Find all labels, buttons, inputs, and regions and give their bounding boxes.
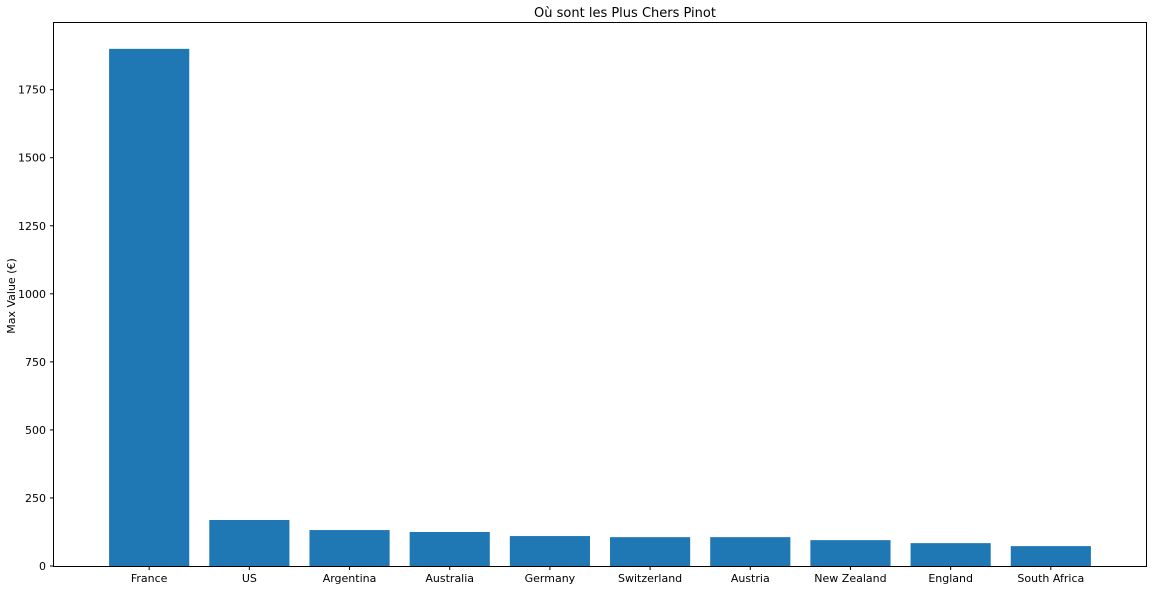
y-tick-label: 0 <box>39 560 46 573</box>
x-tick-label: Argentina <box>323 572 377 585</box>
bar-france <box>109 48 190 567</box>
x-tick-label: France <box>131 572 168 585</box>
x-tick-label: Australia <box>425 572 474 585</box>
bar-switzerland <box>610 537 691 566</box>
x-tick-label: New Zealand <box>814 572 886 585</box>
y-tick-label: 750 <box>25 356 46 369</box>
y-tick-label: 250 <box>25 492 46 505</box>
chart-title: Où sont les Plus Chers Pinot <box>534 6 716 21</box>
x-tick-label: South Africa <box>1017 572 1084 585</box>
x-tick-label: Switzerland <box>618 572 682 585</box>
bar-us <box>209 520 290 566</box>
x-tick-label: Germany <box>525 572 576 585</box>
y-tick-label: 1750 <box>18 84 46 97</box>
bar-austria <box>710 537 791 566</box>
y-tick-label: 1250 <box>18 220 46 233</box>
y-axis-label: Max Value (€) <box>5 258 18 334</box>
bar-south-africa <box>1010 546 1091 566</box>
bar-england <box>910 543 991 566</box>
bars-group <box>109 48 1091 567</box>
plot-frame <box>53 22 1147 567</box>
y-tick-label: 500 <box>25 424 46 437</box>
y-tick-label: 1000 <box>18 288 46 301</box>
bar-germany <box>509 536 590 566</box>
bar-new-zealand <box>810 540 891 566</box>
bar-australia <box>409 531 490 566</box>
x-axis-ticks: France US Argentina Australia Germany Switzer… <box>131 566 1084 585</box>
x-tick-label: US <box>242 572 257 585</box>
y-tick-label: 1500 <box>18 152 46 165</box>
bar-argentina <box>309 530 390 566</box>
x-tick-label: Austria <box>731 572 770 585</box>
x-tick-label: England <box>928 572 973 585</box>
y-axis-ticks: 0 250 500 750 1000 1250 1500 1750 <box>18 84 54 573</box>
